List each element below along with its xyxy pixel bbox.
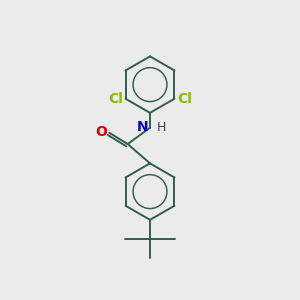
Text: Cl: Cl xyxy=(108,92,123,106)
Text: H: H xyxy=(157,121,166,134)
Text: O: O xyxy=(95,125,107,139)
Text: Cl: Cl xyxy=(177,92,192,106)
Text: N: N xyxy=(137,120,148,134)
